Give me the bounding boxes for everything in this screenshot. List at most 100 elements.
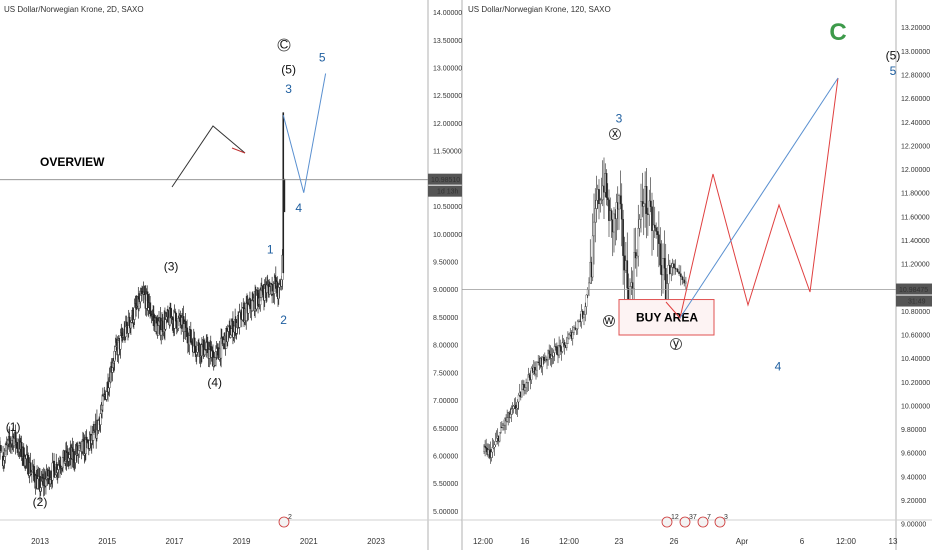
right-circle-marker	[609, 128, 621, 140]
right-candle-body	[595, 200, 598, 209]
left-wave-label: 2	[280, 313, 287, 327]
right-candle-body	[651, 206, 653, 231]
right-candle-body	[556, 346, 558, 355]
left-candle-body	[101, 395, 104, 406]
right-last-price-box	[896, 283, 932, 295]
right-candle-body	[491, 447, 494, 453]
right-x-tick-label: 12:00	[473, 537, 494, 546]
right-candle-body	[502, 425, 504, 428]
right-candle-body	[511, 408, 514, 410]
right-candle-body	[483, 445, 485, 452]
left-x-tick-label: 2021	[300, 537, 318, 546]
right-circle-marker	[670, 338, 682, 350]
left-y-tick-label: 14.00000	[433, 10, 462, 17]
right-candle-body	[640, 201, 642, 220]
left-projection-line	[282, 73, 327, 193]
right-y-tick-label: 13.20000	[901, 25, 930, 32]
right-y-tick-label: 10.80000	[901, 309, 930, 316]
right-candle-body	[685, 281, 687, 284]
right-candle-body	[666, 283, 668, 301]
right-x-tick-label: 13	[889, 537, 898, 546]
right-circle-marker	[603, 315, 615, 327]
right-event-flag-icon	[714, 516, 726, 528]
right-candle-body	[583, 314, 585, 318]
left-x-tick-label: 2017	[166, 537, 184, 546]
left-y-tick-label: 13.50000	[433, 38, 462, 45]
right-candle-body	[683, 279, 686, 284]
buy-area-label: BUY AREA	[636, 310, 698, 324]
right-candle-body	[506, 417, 509, 422]
left-y-tick-label: 8.50000	[433, 315, 458, 322]
left-wave-label: (4)	[207, 376, 222, 390]
right-candle-body	[613, 213, 615, 233]
right-candle-body	[633, 252, 635, 289]
right-candle-body	[493, 444, 496, 448]
right-candle-body	[490, 451, 493, 458]
left-x-tick-label: 2015	[98, 537, 116, 546]
left-y-tick-label: 6.00000	[433, 454, 458, 461]
right-candle-body	[679, 273, 682, 278]
right-candle-body	[515, 408, 518, 410]
right-last-price: 10.98475	[899, 287, 928, 294]
left-candle-body	[189, 329, 192, 342]
right-candle-body	[485, 447, 488, 449]
right-y-tick-label: 12.80000	[901, 73, 930, 80]
right-candle-body	[634, 252, 637, 259]
left-candle-body	[229, 334, 232, 338]
right-candle-body	[559, 345, 562, 348]
left-y-tick-label: 6.50000	[433, 426, 458, 433]
right-event-flag-icon	[661, 516, 673, 528]
right-wave-label: 3	[616, 111, 623, 125]
right-candle-body	[600, 199, 603, 201]
right-candle-body	[510, 408, 513, 415]
right-candle-body	[494, 441, 497, 446]
right-candle-body	[498, 432, 501, 442]
right-candle-body	[658, 234, 660, 244]
right-candle-body	[660, 265, 663, 276]
left-y-tick-label: 5.00000	[433, 509, 458, 516]
left-y-tick-label: 11.50000	[433, 149, 462, 156]
right-candle-body	[625, 260, 627, 271]
right-y-tick-label: 10.00000	[901, 403, 930, 410]
right-candle-body	[669, 265, 671, 274]
right-y-tick-label: 11.60000	[901, 214, 930, 221]
left-y-tick-label: 9.50000	[433, 260, 458, 267]
right-candle-body	[673, 263, 675, 269]
right-blue-projection	[679, 77, 839, 319]
right-candle-body	[655, 227, 657, 232]
left-countdown-box	[428, 185, 462, 197]
right-candle-body	[641, 201, 644, 207]
left-candles	[2, 112, 286, 502]
right-candle-body	[608, 199, 610, 221]
left-y-tick-label: 5.50000	[433, 481, 458, 488]
right-circled-letter: w	[604, 313, 614, 327]
right-candle-body	[637, 228, 640, 257]
right-event-count: 37	[689, 514, 697, 521]
left-y-tick-label: 7.00000	[433, 398, 458, 405]
left-candle-body	[139, 294, 142, 302]
left-y-tick-label: 9.00000	[433, 287, 458, 294]
right-y-tick-label: 11.20000	[901, 262, 930, 269]
right-candle-body	[631, 282, 634, 289]
right-circled-letter: x	[612, 126, 618, 140]
right-candle-body	[524, 387, 526, 391]
right-x-tick-label: 12:00	[559, 537, 580, 546]
right-y-tick-label: 12.00000	[901, 167, 930, 174]
left-candle-body	[251, 300, 254, 311]
left-last-price-box	[428, 173, 462, 185]
right-candle-body	[644, 186, 646, 204]
right-chart-title: US Dollar/Norwegian Krone, 120, SAXO	[468, 5, 611, 14]
left-candle-body	[133, 307, 136, 320]
right-candle-body	[541, 357, 544, 367]
left-event-count: 2	[288, 514, 292, 521]
right-y-tick-label: 10.60000	[901, 333, 930, 340]
right-candle-body	[615, 202, 618, 219]
right-y-tick-label: 11.40000	[901, 238, 930, 245]
right-candle-body	[645, 186, 648, 214]
right-candle-body	[517, 394, 520, 403]
right-candle-body	[588, 282, 590, 290]
right-candle-body	[664, 268, 667, 301]
right-candle-body	[605, 173, 608, 198]
left-wave-c-letter: C	[280, 38, 289, 52]
left-y-tick-label: 7.50000	[433, 370, 458, 377]
